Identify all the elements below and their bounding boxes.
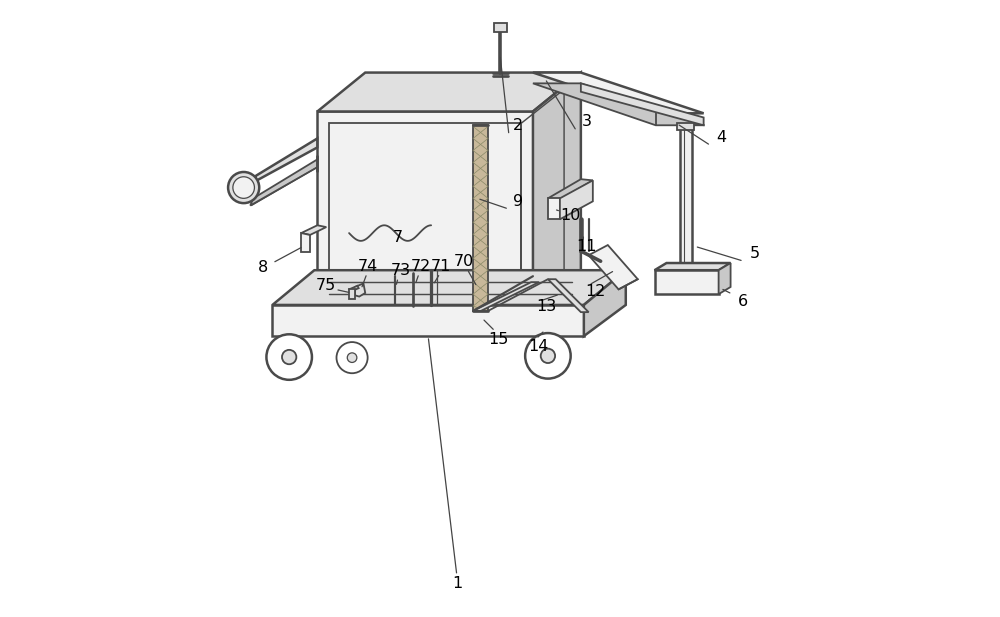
Circle shape (266, 334, 312, 380)
Text: 6: 6 (738, 294, 748, 309)
Circle shape (347, 353, 357, 362)
Text: 74: 74 (358, 259, 378, 273)
Bar (494, 23, 507, 32)
Text: 73: 73 (391, 263, 411, 278)
Text: 7: 7 (393, 230, 403, 245)
Polygon shape (473, 282, 539, 311)
Polygon shape (355, 283, 365, 297)
Text: 1: 1 (452, 576, 462, 591)
Polygon shape (719, 263, 731, 294)
Text: 3: 3 (582, 114, 592, 129)
Polygon shape (548, 280, 589, 312)
Polygon shape (533, 83, 704, 125)
Polygon shape (473, 125, 488, 311)
Circle shape (233, 177, 254, 198)
Circle shape (228, 172, 259, 203)
Circle shape (336, 342, 368, 373)
Polygon shape (250, 159, 317, 205)
Text: 10: 10 (560, 207, 581, 223)
Bar (677, 123, 694, 130)
Circle shape (282, 350, 296, 364)
Text: 13: 13 (537, 299, 557, 313)
Text: 70: 70 (454, 254, 474, 269)
Text: 71: 71 (431, 259, 451, 273)
Text: 75: 75 (316, 278, 336, 292)
Text: 15: 15 (489, 331, 509, 347)
Text: 2: 2 (513, 118, 523, 133)
Polygon shape (301, 225, 326, 235)
Text: 72: 72 (411, 259, 431, 273)
Text: 14: 14 (529, 339, 549, 354)
Polygon shape (349, 286, 359, 292)
Circle shape (541, 349, 555, 363)
Polygon shape (533, 73, 704, 114)
Text: 11: 11 (577, 239, 597, 254)
Polygon shape (548, 198, 560, 219)
Polygon shape (533, 73, 581, 324)
Text: 5: 5 (749, 246, 760, 261)
Polygon shape (317, 112, 533, 324)
Polygon shape (655, 270, 719, 294)
Text: 8: 8 (258, 260, 269, 275)
Polygon shape (581, 83, 704, 125)
Polygon shape (584, 270, 626, 336)
Circle shape (525, 333, 571, 379)
Polygon shape (680, 125, 692, 270)
Polygon shape (251, 138, 317, 183)
Polygon shape (560, 180, 593, 219)
Polygon shape (317, 73, 581, 112)
Polygon shape (272, 305, 584, 336)
Polygon shape (349, 289, 355, 299)
Polygon shape (589, 245, 638, 289)
Text: 9: 9 (513, 194, 523, 209)
Polygon shape (548, 179, 593, 199)
Polygon shape (272, 270, 626, 305)
Polygon shape (301, 233, 310, 252)
Text: 12: 12 (586, 284, 606, 299)
Polygon shape (655, 263, 731, 270)
Text: 4: 4 (717, 130, 727, 145)
